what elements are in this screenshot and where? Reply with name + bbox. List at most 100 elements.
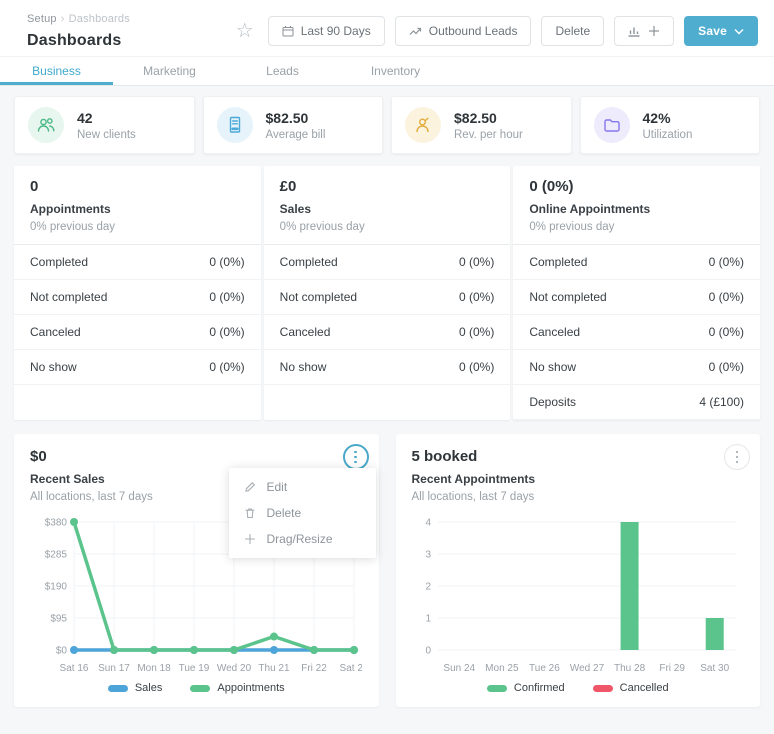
date-range-button[interactable]: Last 90 Days [267, 16, 385, 46]
row-label: Canceled [30, 325, 81, 339]
svg-text:Mon 18: Mon 18 [137, 663, 171, 674]
table-row: Canceled 0 (0%) [263, 315, 511, 350]
stat-label: New clients [77, 128, 136, 141]
menu-item-edit[interactable]: Edit [229, 474, 376, 500]
svg-text:Fri 22: Fri 22 [301, 663, 327, 674]
chart-headline: 5 booked [411, 448, 478, 465]
delete-button[interactable]: Delete [541, 16, 605, 46]
legend-swatch [107, 684, 128, 692]
row-label: Deposits [529, 395, 577, 409]
chart-title: Recent Sales [30, 472, 105, 486]
summary-head: 0 (0%) Online Appointments 0% previous d… [513, 166, 761, 245]
tab-inventory[interactable]: Inventory [370, 64, 421, 78]
menu-item-label: Delete [266, 506, 302, 520]
row-value: 4 (£100) [699, 395, 745, 409]
stat-value: $82.50 [265, 109, 309, 126]
edit-icon [244, 482, 255, 492]
legend-label: Confirmed [513, 682, 565, 694]
chevron-down-icon [734, 28, 744, 34]
page-header: Setup › Dashboards Dashboards ☆ Last 90 Da… [0, 0, 774, 56]
stat-text: 42% Utilization [643, 110, 693, 141]
svg-text:$285: $285 [45, 550, 68, 561]
person-icon [405, 107, 441, 143]
table-row: Completed 0 (0%) [14, 245, 261, 280]
svg-text:Sat 30: Sat 30 [700, 663, 729, 674]
svg-text:Thu 28: Thu 28 [614, 663, 646, 674]
chart-subtitle: All locations, last 7 days [30, 491, 153, 503]
table-row: No show 0 (0%) [513, 350, 761, 385]
row-value: 0 (0%) [708, 290, 745, 304]
svg-text:Sat 23: Sat 23 [340, 663, 362, 674]
breadcrumb-setup[interactable]: Setup [27, 13, 57, 25]
svg-text:Thu 21: Thu 21 [258, 663, 290, 674]
stat-card-rev-per-hour: $82.50 Rev. per hour [391, 96, 572, 154]
menu-item-label: Edit [266, 480, 288, 494]
save-button[interactable]: Save [684, 16, 758, 46]
stat-card-new-clients: 42 New clients [14, 96, 195, 154]
dashboard-content: 42 New clients $82.50 Average bill $82.5… [0, 86, 774, 707]
legend-label: Sales [134, 682, 163, 694]
row-label: Not completed [30, 290, 108, 304]
page-title: Dashboards [27, 32, 122, 49]
summary-head: £0 Sales 0% previous day [263, 166, 511, 245]
svg-text:Sun 24: Sun 24 [443, 663, 475, 674]
row-value: 0 (0%) [708, 325, 745, 339]
date-range-label: Last 90 Days [300, 24, 371, 38]
svg-text:$0: $0 [56, 646, 68, 657]
svg-text:Sun 17: Sun 17 [98, 663, 130, 674]
legend-swatch [592, 684, 613, 692]
breadcrumb-separator-icon: › [60, 13, 65, 25]
stat-label: Rev. per hour [454, 128, 523, 141]
calendar-icon [282, 26, 294, 37]
favorite-star-icon[interactable]: ☆ [235, 20, 254, 42]
summary-card-sales: £0 Sales 0% previous day Completed 0 (0%)… [263, 166, 511, 420]
legend-item: Sales [107, 682, 163, 694]
breadcrumb-dashboards: Dashboards [68, 13, 130, 25]
stat-text: $82.50 Average bill [266, 110, 326, 141]
recent-appointments-card: 5 booked Recent Appointments All locatio… [395, 434, 760, 707]
summary-title: Online Appointments [529, 202, 651, 216]
menu-item-delete[interactable]: Delete [229, 500, 376, 526]
svg-text:1: 1 [425, 614, 431, 625]
summary-subtitle: 0% previous day [30, 221, 116, 233]
add-widget-button[interactable] [614, 16, 675, 46]
dashboard-tabs: Business Marketing Leads Inventory [0, 56, 774, 86]
people-icon [28, 107, 64, 143]
row-value: 0 (0%) [209, 255, 245, 269]
table-row: Deposits 4 (£100) [513, 385, 761, 420]
breadcrumb: Setup › Dashboards [27, 13, 130, 25]
summary-rows: Completed 0 (0%) Not completed 0 (0%) Cancel… [263, 245, 511, 385]
chart-headline: $0 [30, 448, 47, 465]
save-label: Save [698, 24, 727, 38]
table-row: Not completed 0 (0%) [513, 280, 761, 315]
move-icon [244, 533, 255, 545]
stat-text: 42 New clients [77, 110, 136, 141]
row-value: 0 (0%) [459, 255, 495, 269]
summary-card-appointments: 0 Appointments 0% previous day Completed… [14, 166, 261, 420]
summary-headline: 0 (0%) [529, 178, 574, 195]
tab-leads[interactable]: Leads [266, 64, 299, 78]
chart-legend: Sales Appointments [30, 682, 363, 694]
recent-appointments-bar-chart: 4 3 2 1 0 Sun 24 Mon 25 Tue 26 Wed 27 Thu 28 Fri 2… [425, 518, 736, 674]
legend-item: Confirmed [486, 682, 565, 694]
row-label: Canceled [529, 325, 581, 339]
outbound-leads-label: Outbound Leads [428, 24, 518, 38]
bar-chart-icon [628, 27, 640, 37]
summary-head: 0 Appointments 0% previous day [14, 166, 261, 245]
svg-text:Fri 29: Fri 29 [659, 663, 685, 674]
tab-marketing[interactable]: Marketing [143, 64, 196, 78]
row-value: 0 (0%) [459, 325, 495, 339]
row-value: 0 (0%) [708, 255, 745, 269]
kebab-menu-button[interactable] [342, 444, 369, 470]
menu-item-drag-resize[interactable]: Drag/Resize [229, 526, 376, 552]
outbound-leads-button[interactable]: Outbound Leads [394, 16, 532, 46]
tab-business[interactable]: Business [0, 57, 113, 85]
stat-cards-row: 42 New clients $82.50 Average bill $82.5… [14, 96, 760, 154]
kebab-menu-button[interactable] [724, 444, 750, 470]
legend-swatch [190, 684, 211, 692]
row-value: 0 (0%) [459, 290, 495, 304]
table-row: Canceled 0 (0%) [14, 315, 261, 350]
table-row: No show 0 (0%) [263, 350, 511, 385]
trending-up-icon [409, 27, 421, 35]
svg-text:$95: $95 [50, 614, 67, 625]
